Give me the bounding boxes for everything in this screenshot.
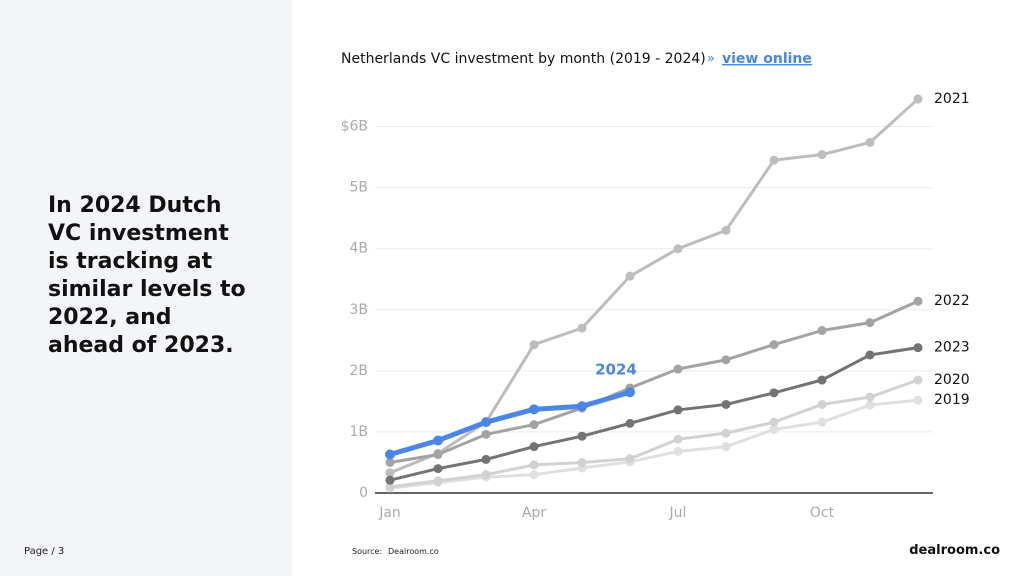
point	[769, 424, 779, 434]
point	[625, 271, 635, 281]
point	[577, 401, 587, 412]
x-tick-label: Oct	[810, 505, 835, 521]
series-label: 2021	[934, 91, 970, 107]
point	[625, 387, 635, 398]
y-tick-label: 2B	[349, 363, 368, 379]
x-tick-label: Jul	[669, 505, 687, 521]
point	[769, 340, 779, 350]
point	[913, 375, 923, 385]
y-tick-label: 4B	[349, 241, 368, 257]
heading: In 2024 Dutch VC investment is tracking …	[48, 193, 246, 358]
point	[433, 464, 443, 474]
x-tick-label: Apr	[522, 505, 546, 521]
point	[817, 375, 827, 385]
point	[817, 326, 827, 336]
point	[865, 350, 875, 360]
point	[529, 470, 539, 480]
point	[817, 399, 827, 409]
series-line	[389, 299, 919, 464]
point	[529, 340, 539, 350]
point	[673, 446, 683, 456]
series-label: 2024	[595, 361, 637, 379]
x-tick-label: Jan	[378, 505, 401, 521]
point	[385, 449, 395, 460]
source: Dealroom.co	[388, 547, 439, 556]
point	[481, 454, 491, 464]
point	[865, 318, 875, 328]
point	[913, 395, 923, 405]
point	[721, 428, 731, 438]
point	[385, 482, 395, 492]
point	[769, 417, 779, 427]
point	[385, 457, 395, 467]
point	[577, 431, 587, 441]
point	[529, 420, 539, 430]
point	[865, 400, 875, 410]
point	[625, 454, 635, 464]
y-tick-label: 3B	[349, 302, 368, 318]
y-tick-label: $6B	[341, 119, 368, 135]
point	[721, 225, 731, 235]
point	[433, 450, 443, 460]
point	[913, 296, 923, 306]
point	[433, 435, 443, 446]
point	[529, 460, 539, 470]
series-line	[389, 398, 919, 490]
point	[385, 468, 395, 478]
series-line	[389, 389, 631, 457]
point	[577, 457, 587, 467]
point	[481, 417, 491, 428]
chart-title: Netherlands VC investment by month (2019…	[341, 51, 706, 67]
point	[721, 355, 731, 365]
point	[385, 475, 395, 485]
point	[769, 388, 779, 398]
series-label: 2022	[934, 293, 970, 309]
point	[673, 434, 683, 444]
point	[721, 442, 731, 452]
point	[865, 392, 875, 402]
point	[529, 442, 539, 452]
series-label: 2019	[934, 392, 970, 408]
point	[481, 429, 491, 439]
brand-logo: dealroom.co	[909, 543, 1000, 558]
point	[673, 405, 683, 415]
series-label: 2023	[934, 340, 970, 356]
source-label: Source:	[352, 547, 383, 556]
point	[625, 418, 635, 428]
point	[673, 364, 683, 374]
view-online-link[interactable]: view online	[722, 51, 812, 67]
point	[865, 137, 875, 147]
point	[481, 470, 491, 480]
point	[721, 399, 731, 409]
point	[769, 155, 779, 165]
separator: »	[707, 52, 715, 67]
point	[817, 417, 827, 427]
point	[913, 94, 923, 104]
series-line	[389, 378, 919, 489]
y-tick-label: 0	[359, 485, 368, 501]
series-line	[389, 346, 919, 482]
y-tick-label: 5B	[349, 180, 368, 196]
point	[577, 323, 587, 333]
y-tick-label: 1B	[349, 424, 368, 440]
side-panel	[0, 0, 292, 576]
point	[529, 404, 539, 415]
point	[817, 150, 827, 160]
page-number: Page / 3	[24, 546, 65, 557]
point	[673, 244, 683, 254]
point	[913, 343, 923, 353]
point	[433, 476, 443, 486]
series-label: 2020	[934, 372, 970, 388]
